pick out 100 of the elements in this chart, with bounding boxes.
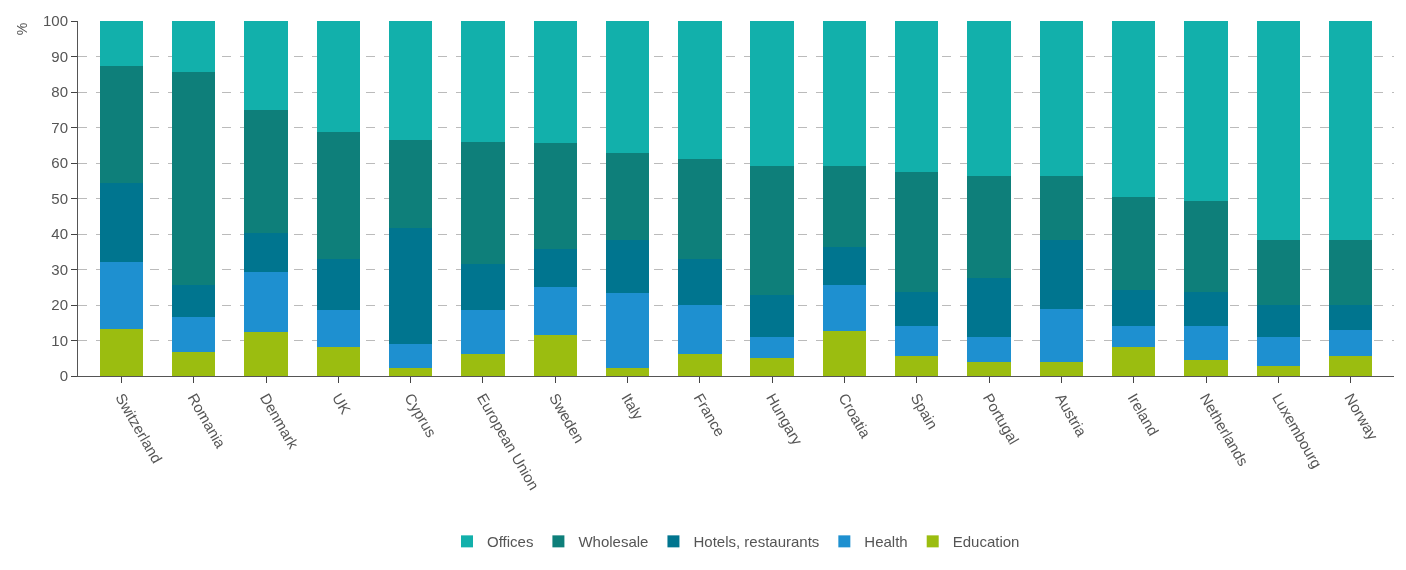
bar xyxy=(822,330,867,376)
bar xyxy=(99,182,144,263)
bar xyxy=(1256,240,1300,305)
bar xyxy=(1184,360,1228,376)
x-tick-label: UK xyxy=(329,390,355,417)
bar xyxy=(750,357,794,376)
bar xyxy=(678,21,722,159)
bar xyxy=(1256,21,1300,241)
bar xyxy=(316,346,360,376)
bar xyxy=(1328,356,1373,376)
legend-label: Wholesale xyxy=(578,533,649,551)
bar xyxy=(99,328,144,376)
bar xyxy=(1328,21,1373,241)
bar xyxy=(895,172,939,292)
bar xyxy=(244,21,288,110)
y-tick-label: 40 xyxy=(51,225,68,243)
bar xyxy=(678,353,722,376)
legend-label: Hotels, restaurants xyxy=(693,533,820,551)
bar xyxy=(533,334,577,376)
bar xyxy=(1112,290,1156,327)
bar xyxy=(1256,336,1300,366)
bar xyxy=(1328,240,1373,305)
bar xyxy=(244,233,288,272)
bar xyxy=(99,21,144,67)
bar xyxy=(822,285,867,331)
y-tick-label: 50 xyxy=(51,189,68,207)
y-tick-label: 70 xyxy=(51,118,68,136)
bar xyxy=(533,143,577,249)
y-tick-label: 90 xyxy=(51,47,68,65)
bar xyxy=(99,66,144,183)
bar xyxy=(388,21,433,141)
bar xyxy=(1112,21,1156,197)
bar xyxy=(1039,308,1084,362)
bar xyxy=(1112,347,1156,376)
bar xyxy=(244,109,288,234)
bar xyxy=(678,259,722,305)
bar xyxy=(895,21,939,173)
bar xyxy=(750,21,794,167)
bar xyxy=(1039,240,1084,309)
bar xyxy=(172,317,216,352)
bar xyxy=(1256,365,1300,376)
bar xyxy=(1184,326,1228,361)
bar xyxy=(895,291,939,326)
bar xyxy=(316,21,360,133)
bar xyxy=(1112,196,1156,291)
bar xyxy=(316,309,360,347)
bar xyxy=(1039,176,1084,241)
bar xyxy=(605,152,650,240)
bar xyxy=(605,292,650,368)
bar xyxy=(99,262,144,329)
bar xyxy=(605,367,650,376)
bar xyxy=(533,286,577,335)
bar xyxy=(1328,329,1373,357)
bar xyxy=(1039,361,1084,376)
y-tick-label: 20 xyxy=(51,296,68,314)
bar xyxy=(316,132,360,259)
bar xyxy=(967,361,1011,376)
bar xyxy=(172,71,216,286)
bar xyxy=(678,158,722,260)
bar xyxy=(316,258,360,310)
y-tick-label: 30 xyxy=(51,260,68,278)
bar xyxy=(822,166,867,248)
bar xyxy=(388,227,433,345)
y-axis-title: % xyxy=(14,22,31,36)
y-tick-label: 60 xyxy=(51,154,68,172)
bar xyxy=(822,247,867,286)
bar xyxy=(750,295,794,338)
y-tick-label: 80 xyxy=(51,83,68,101)
bar xyxy=(533,248,577,287)
bar xyxy=(1184,291,1228,327)
bar xyxy=(822,21,867,167)
bar xyxy=(895,325,939,357)
bar xyxy=(388,367,433,376)
bar xyxy=(678,304,722,354)
bar xyxy=(1328,304,1373,330)
bar xyxy=(1039,21,1084,177)
bar xyxy=(967,21,1011,177)
bar xyxy=(750,337,794,358)
bar xyxy=(388,344,433,368)
bar xyxy=(750,166,794,296)
bar xyxy=(1184,21,1228,201)
bar xyxy=(1112,326,1156,348)
legend-label: Education xyxy=(952,533,1020,551)
y-tick-label: 10 xyxy=(51,331,68,349)
bar xyxy=(388,140,433,228)
bar xyxy=(605,239,650,293)
bar xyxy=(605,21,650,153)
legend-label: Health xyxy=(864,533,908,551)
bar xyxy=(172,21,216,72)
legend-label: Offices xyxy=(487,533,534,551)
bar xyxy=(461,353,505,376)
y-tick-label: 100 xyxy=(42,12,68,30)
bar xyxy=(967,176,1011,279)
bar xyxy=(1184,200,1228,292)
bar xyxy=(461,263,505,310)
bar xyxy=(967,337,1011,362)
bar xyxy=(895,356,939,376)
bar xyxy=(244,332,288,376)
bar xyxy=(533,21,577,144)
bar xyxy=(461,309,505,354)
